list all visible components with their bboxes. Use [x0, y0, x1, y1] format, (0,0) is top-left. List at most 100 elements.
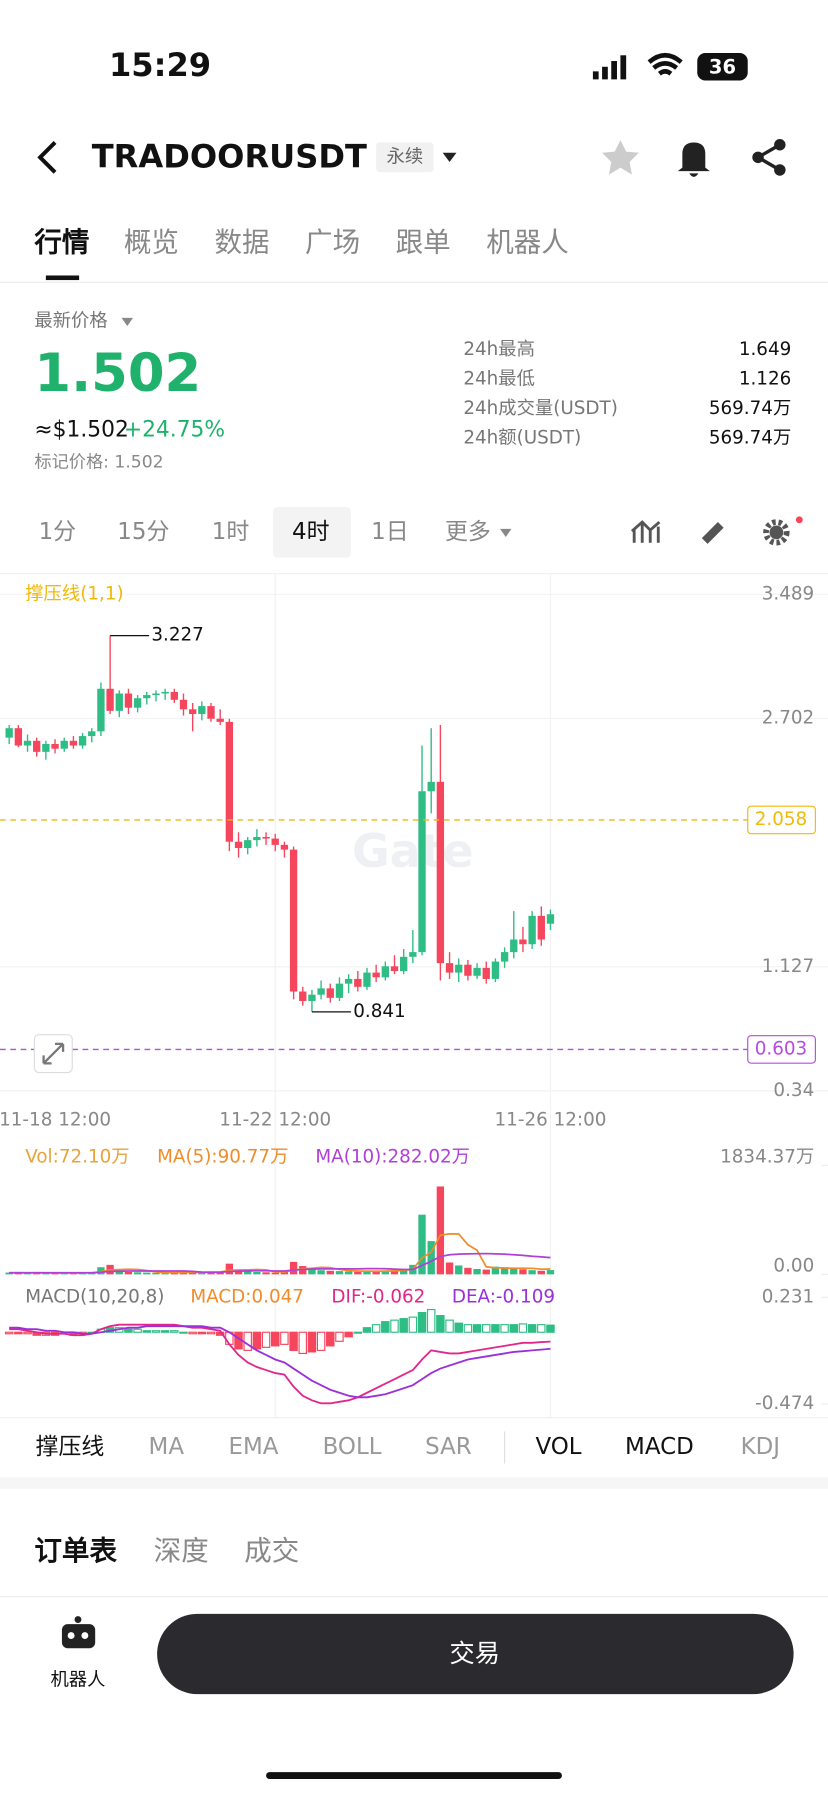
- volume-bar: [207, 1272, 215, 1275]
- timeframe[interactable]: 1日: [371, 519, 409, 545]
- candle-body: [115, 693, 123, 711]
- share-button[interactable]: [752, 139, 786, 176]
- macd-bar: [142, 1330, 152, 1333]
- indicator-tab[interactable]: SAR: [425, 1434, 472, 1460]
- timeframe[interactable]: 15分: [117, 519, 169, 545]
- volume-bar: [225, 1263, 234, 1275]
- timeframes: 1分 15分 1时 4时 1日 更多: [39, 519, 491, 545]
- indicator-tab[interactable]: MA: [149, 1434, 185, 1460]
- candle-body: [60, 740, 68, 749]
- indicator-tab[interactable]: VOL: [535, 1434, 581, 1460]
- volume-bar: [372, 1271, 380, 1275]
- indicator-tab[interactable]: BOLL: [323, 1434, 382, 1460]
- macd-bar: [280, 1331, 289, 1345]
- candle-body: [106, 688, 114, 711]
- tab[interactable]: 广场: [305, 226, 360, 258]
- candle-body: [381, 966, 389, 978]
- timeframe[interactable]: 更多: [445, 519, 491, 545]
- macd-bar: [124, 1328, 133, 1333]
- alert-button[interactable]: [677, 142, 710, 177]
- candle-body: [152, 693, 160, 696]
- macd-bar: [261, 1331, 271, 1348]
- candle-body: [51, 743, 59, 749]
- status-time: 15:29: [109, 46, 211, 84]
- candle-body: [455, 964, 463, 973]
- volume-bar: [482, 1269, 490, 1275]
- macd-bar: [463, 1324, 473, 1333]
- macd-bar: [179, 1331, 188, 1334]
- more-dropdown[interactable]: [500, 528, 512, 537]
- volume-bar: [152, 1272, 160, 1275]
- macd-bar: [289, 1331, 298, 1351]
- tab[interactable]: 机器人: [486, 226, 569, 258]
- stat-value: 1.126: [739, 369, 791, 390]
- tab[interactable]: 行情: [33, 226, 89, 258]
- candle-body: [372, 972, 380, 978]
- indicator-button[interactable]: [630, 520, 661, 543]
- macd-bar: [252, 1331, 262, 1350]
- volume-bar: [344, 1271, 353, 1275]
- indicator-tabs: 撑压线 MA EMA BOLL SAR VOL MACD KDJ: [36, 1434, 780, 1460]
- macd-bar: [436, 1315, 445, 1333]
- indicator-tab[interactable]: EMA: [228, 1434, 278, 1460]
- volume-bar: [14, 1272, 23, 1275]
- timeframe[interactable]: 1分: [39, 519, 77, 545]
- y-tick-label: 1.127: [762, 956, 814, 977]
- volume-bar: [23, 1273, 32, 1275]
- y-tick-label: 3.489: [762, 583, 814, 604]
- candle-body: [170, 691, 178, 700]
- y-tick-label: 1834.37万: [720, 1146, 814, 1167]
- candle-body: [418, 791, 426, 953]
- indicator-tab[interactable]: MACD: [625, 1434, 694, 1460]
- order-tab[interactable]: 订单表: [34, 1535, 117, 1567]
- legend-entry: Vol:72.10万: [25, 1146, 129, 1167]
- back-button[interactable]: [37, 141, 57, 174]
- price-line-tag: [747, 805, 816, 835]
- tab[interactable]: 概览: [124, 226, 179, 258]
- candle-body: [179, 699, 188, 710]
- tab[interactable]: 数据: [214, 226, 269, 258]
- home-indicator: [266, 1772, 562, 1779]
- macd-bar: [454, 1322, 463, 1333]
- volume-bar: [124, 1271, 133, 1275]
- annotation: 3.227: [151, 625, 203, 646]
- macd-bar: [426, 1308, 436, 1333]
- y-tick-label: -0.474: [755, 1393, 814, 1414]
- macd-bar: [546, 1324, 555, 1333]
- volume-bar: [390, 1270, 399, 1275]
- candle-body: [510, 939, 518, 953]
- candle-body: [537, 915, 545, 940]
- favorite-button[interactable]: [602, 140, 639, 175]
- stat-label: 24h最高: [463, 339, 535, 360]
- candle-body: [326, 988, 334, 998]
- draw-button[interactable]: [699, 522, 725, 544]
- indicator-tab[interactable]: KDJ: [741, 1434, 780, 1460]
- y-tick-label: 0.00: [773, 1255, 814, 1276]
- candle-body: [23, 740, 32, 746]
- candle-body: [464, 964, 472, 976]
- settings-button[interactable]: [763, 519, 790, 546]
- price-line-label: 0.603: [755, 1038, 807, 1059]
- order-tab[interactable]: 深度: [154, 1535, 209, 1567]
- macd-bar: [335, 1331, 344, 1342]
- volume-bar: [491, 1266, 500, 1275]
- candle-body: [5, 728, 13, 738]
- robot-icon[interactable]: [61, 1616, 96, 1649]
- volume-bar: [271, 1272, 279, 1275]
- macd-line: [9, 1325, 551, 1399]
- stat-value: 1.649: [739, 339, 791, 360]
- candle-body: [42, 743, 50, 752]
- tab[interactable]: 跟单: [396, 226, 451, 258]
- price-dropdown[interactable]: [121, 317, 134, 326]
- macd-bar: [133, 1328, 142, 1333]
- volume-bar: [455, 1265, 463, 1275]
- trade-button[interactable]: [157, 1613, 794, 1695]
- timeframe[interactable]: 4时: [292, 519, 330, 545]
- indicator-tab[interactable]: 撑压线: [36, 1434, 105, 1460]
- volume-bar: [418, 1214, 426, 1275]
- timeframe[interactable]: 1时: [212, 519, 250, 545]
- order-tab[interactable]: 成交: [244, 1535, 299, 1567]
- symbol-dropdown[interactable]: [442, 152, 457, 162]
- macd-bar: [151, 1330, 161, 1333]
